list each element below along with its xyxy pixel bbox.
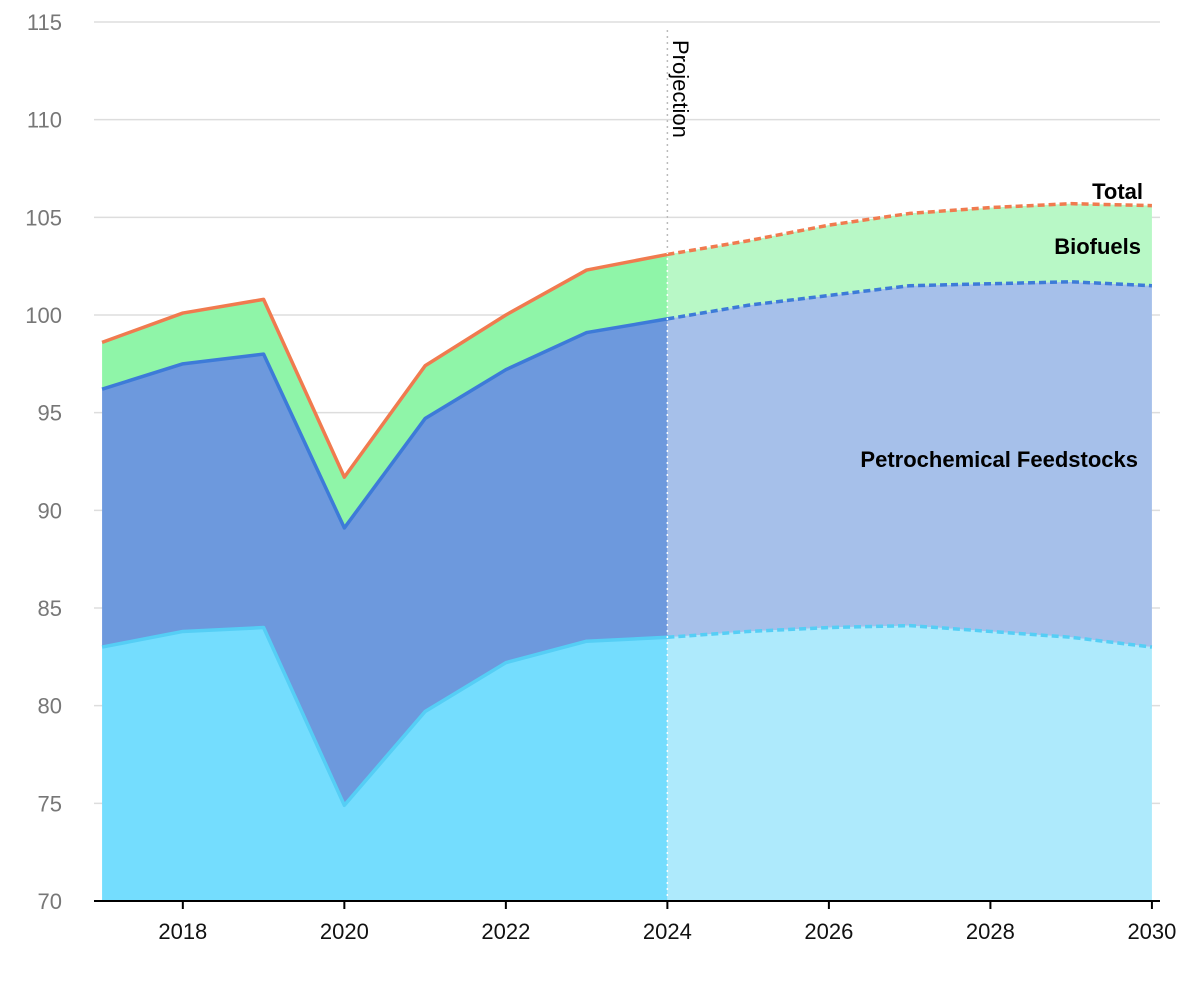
petrochemical-feedstocks-label: Petrochemical Feedstocks	[860, 447, 1138, 472]
x-tick-label-2020: 2020	[320, 919, 369, 944]
area-petrochemical-projection	[667, 281, 1152, 648]
line-biofuels-projection	[667, 201, 1152, 257]
projection-label: Projection	[668, 40, 693, 138]
y-tick-label-100: 100	[25, 303, 62, 328]
y-tick-label-80: 80	[38, 694, 62, 719]
axes	[94, 900, 1160, 909]
series-lines	[101, 201, 1153, 808]
y-tick-label-95: 95	[38, 401, 62, 426]
line-biofuels-historical	[101, 252, 668, 479]
line-base-projection	[667, 623, 1153, 649]
area-petrochemical-historical	[102, 318, 668, 806]
y-tick-labels: 70 75 80 85 90 95 100 105 110 115	[25, 10, 62, 914]
x-tick-label-2024: 2024	[643, 919, 692, 944]
y-tick-label-110: 110	[27, 108, 62, 133]
y-tick-label-70: 70	[38, 889, 62, 914]
x-tick-label-2022: 2022	[481, 919, 530, 944]
projection-marker: Projection	[666, 30, 693, 901]
biofuels-label: Biofuels	[1054, 234, 1141, 259]
x-tick-labels: 2018 2020 2022 2024 2026 2028 2030	[158, 919, 1176, 944]
area-base-historical	[102, 627, 668, 901]
area-base-projection	[667, 625, 1152, 901]
series-labels: Total Biofuels Petrochemical Feedstocks	[860, 179, 1143, 472]
x-tick-label-2030: 2030	[1127, 919, 1176, 944]
line-base-historical	[101, 625, 668, 808]
y-tick-label-105: 105	[25, 205, 62, 230]
y-tick-label-90: 90	[38, 498, 62, 523]
x-tick-label-2018: 2018	[158, 919, 207, 944]
x-tick-label-2028: 2028	[966, 919, 1015, 944]
y-tick-label-75: 75	[38, 791, 62, 816]
area-biofuels-historical	[102, 254, 668, 528]
y-tick-label-85: 85	[38, 596, 62, 621]
line-petrochemical-projection	[667, 280, 1153, 321]
area-layers	[102, 203, 1152, 901]
total-label: Total	[1092, 179, 1143, 204]
x-tick-label-2026: 2026	[804, 919, 853, 944]
area-biofuels-projection	[667, 203, 1152, 319]
line-petrochemical-historical	[101, 317, 668, 530]
y-tick-label-115: 115	[27, 10, 62, 35]
